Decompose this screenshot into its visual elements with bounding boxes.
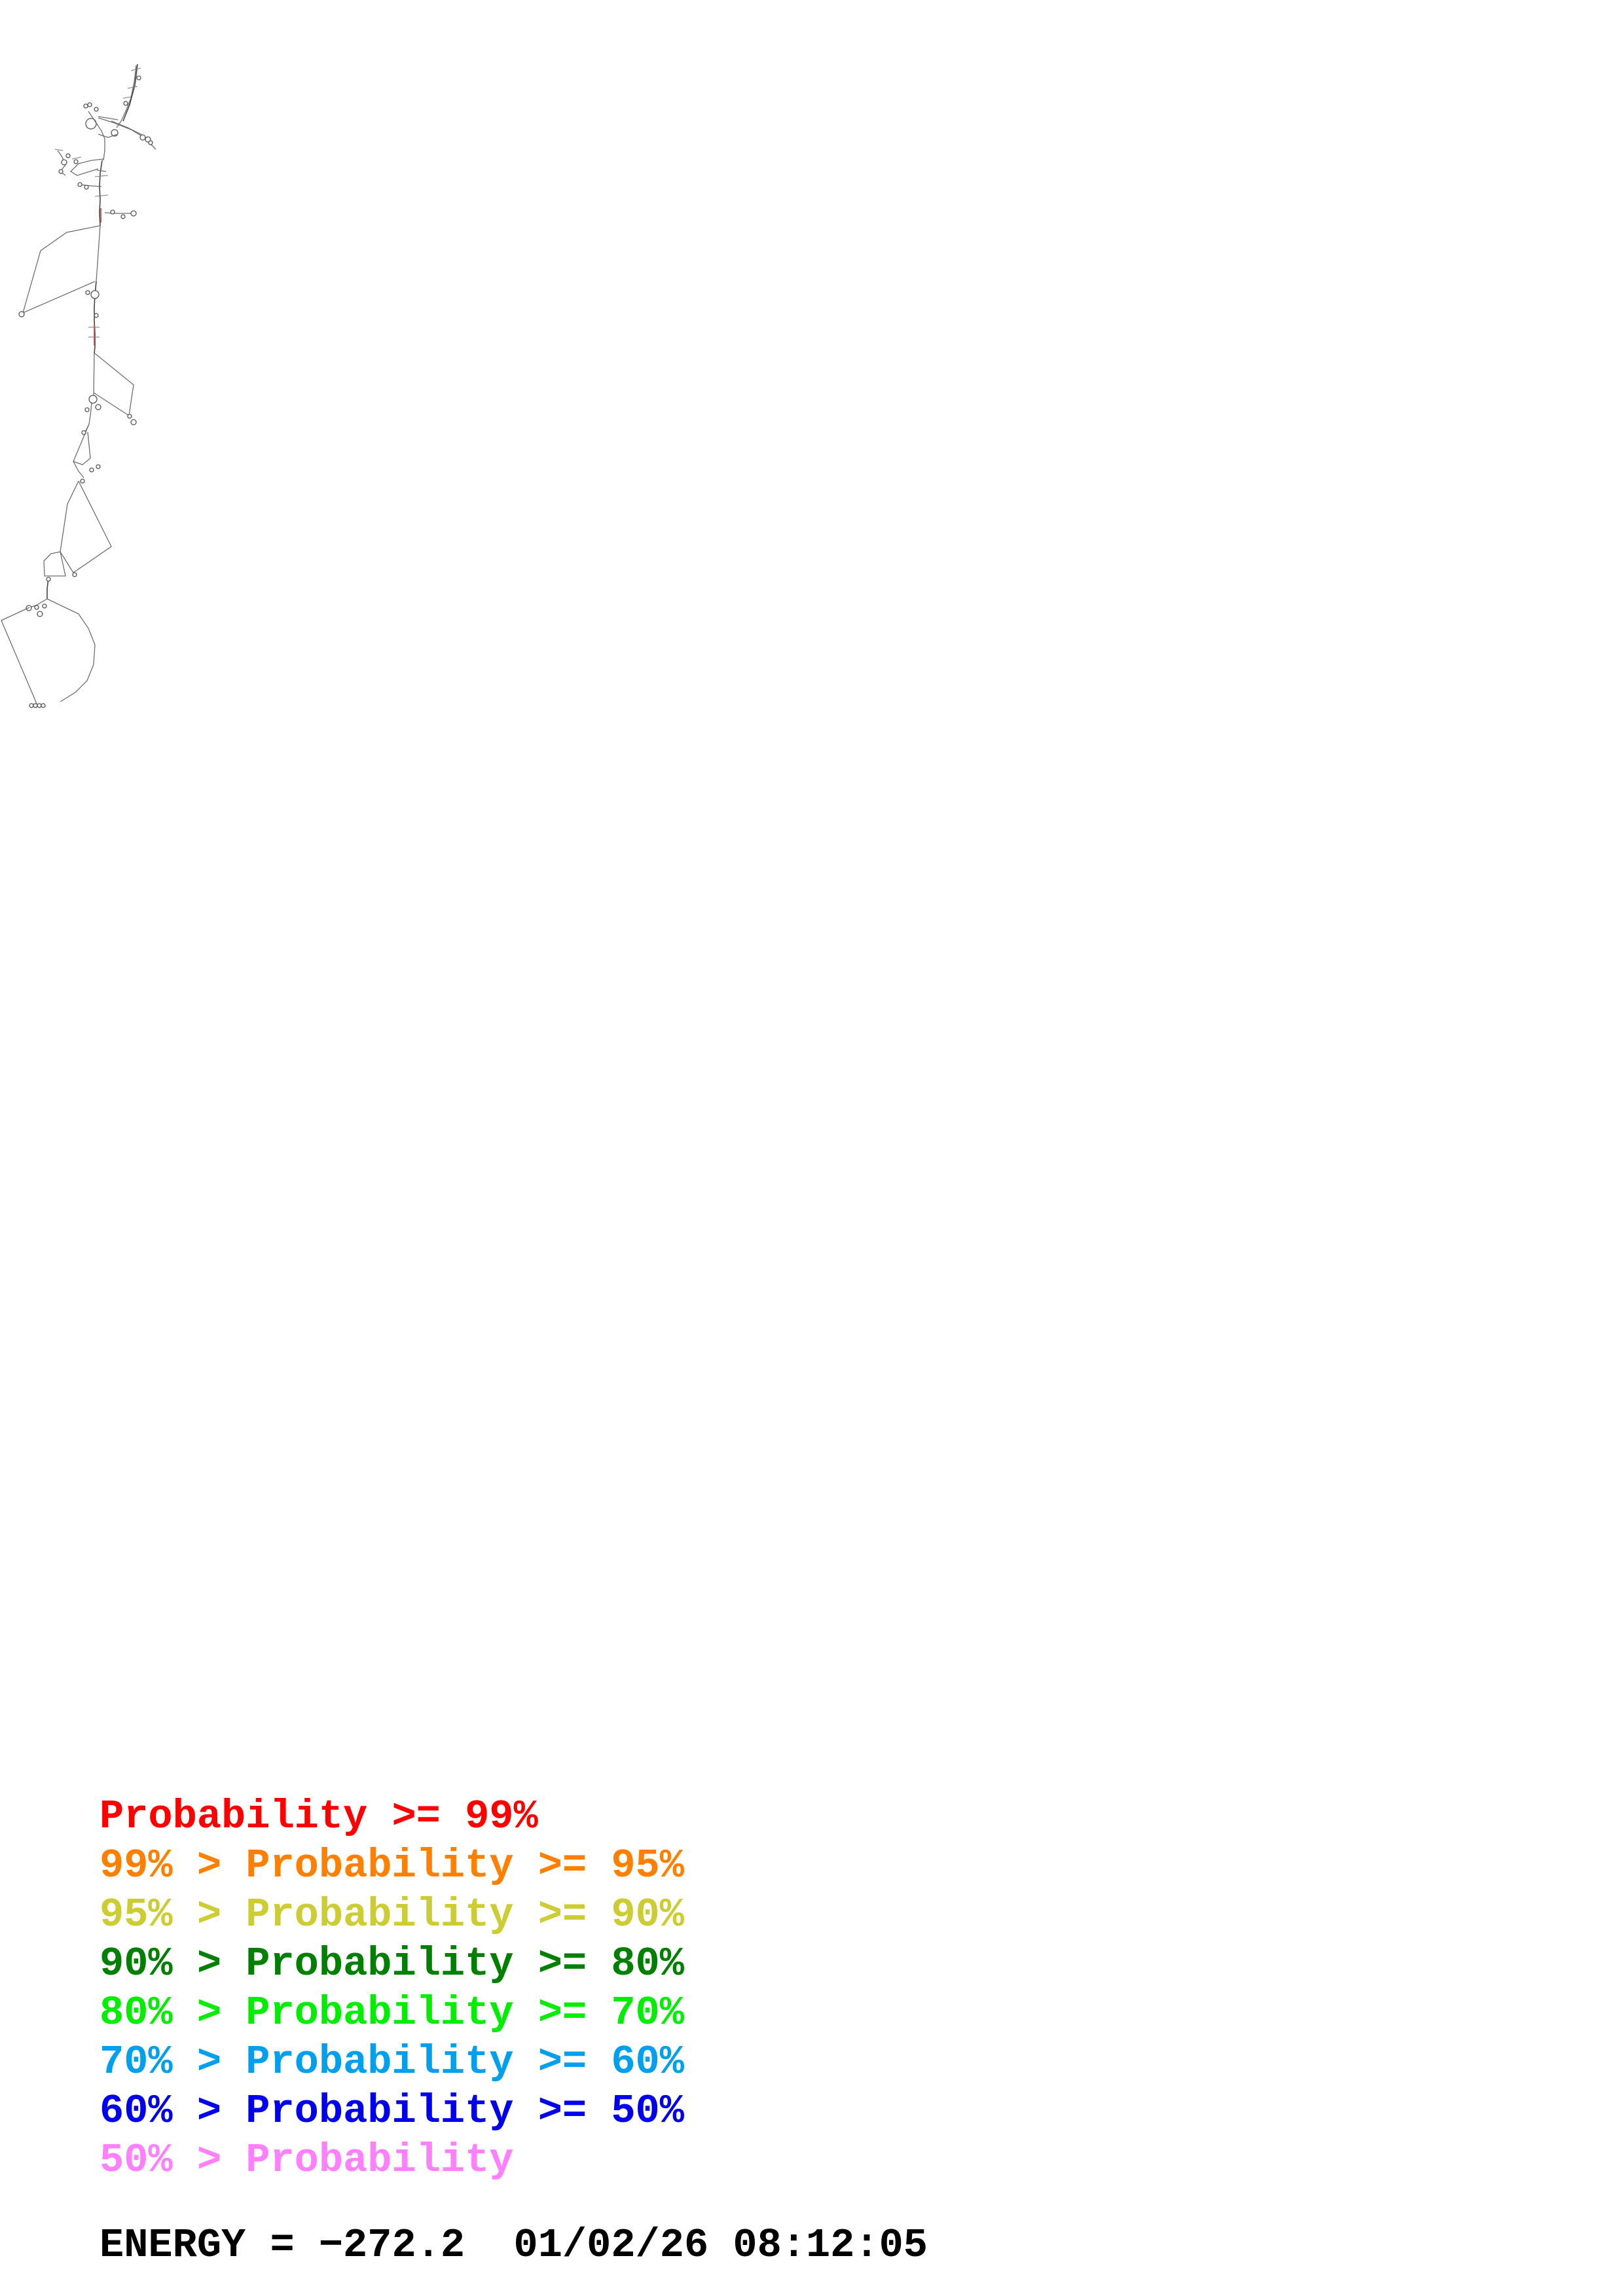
- upper-left-cluster: [54, 149, 104, 176]
- legend-row: Probability >= 99%: [100, 1797, 538, 1837]
- main-stem-middle: [85, 281, 137, 425]
- legend-label: Probability >= 95%: [246, 1842, 684, 1889]
- legend-label: Probability >= 70%: [246, 1990, 684, 2036]
- legend-label: Probability >= 90%: [246, 1892, 684, 1938]
- legend-prefix: 90% >: [100, 1941, 246, 1987]
- legend-row: 80% > Probability >= 70%: [100, 1993, 684, 2034]
- legend-row: 60% > Probability >= 50%: [100, 2091, 684, 2132]
- legend-label: Probability: [246, 2137, 514, 2183]
- left-loop-1: [18, 225, 101, 317]
- legend-row: 95% > Probability >= 90%: [100, 1895, 684, 1935]
- legend-label: Probability >= 80%: [246, 1941, 684, 1987]
- lower-mid-cluster: [60, 461, 112, 573]
- legend-prefix: 50% >: [100, 2137, 246, 2183]
- legend-prefix: 95% >: [100, 1892, 246, 1938]
- legend-label: Probability >= 99%: [100, 1793, 538, 1840]
- legend-row: 50% > Probability: [100, 2140, 514, 2181]
- legend-label: Probability >= 60%: [246, 2039, 684, 2085]
- legend-row: 99% > Probability >= 95%: [100, 1846, 684, 1886]
- legend-prefix: 80% >: [100, 1990, 246, 2036]
- top-branch: [83, 63, 156, 161]
- legend-prefix: 70% >: [100, 2039, 246, 2085]
- main-stem-upper: [77, 160, 137, 226]
- legend-row: 70% > Probability >= 60%: [100, 2042, 684, 2083]
- energy-timestamp: ENERGY = −272.2 01/02/26 08:12:05: [100, 2222, 928, 2269]
- legend-label: Probability >= 50%: [246, 2088, 684, 2134]
- lower-cluster: [26, 551, 77, 617]
- legend-row: 90% > Probability >= 80%: [100, 1944, 684, 1984]
- legend-prefix: 99% >: [100, 1842, 246, 1889]
- rna-secondary-structure-diagram: [1, 63, 156, 708]
- middle-cluster: [73, 395, 101, 465]
- bottom-loop: [1, 598, 96, 708]
- legend-prefix: 60% >: [100, 2088, 246, 2134]
